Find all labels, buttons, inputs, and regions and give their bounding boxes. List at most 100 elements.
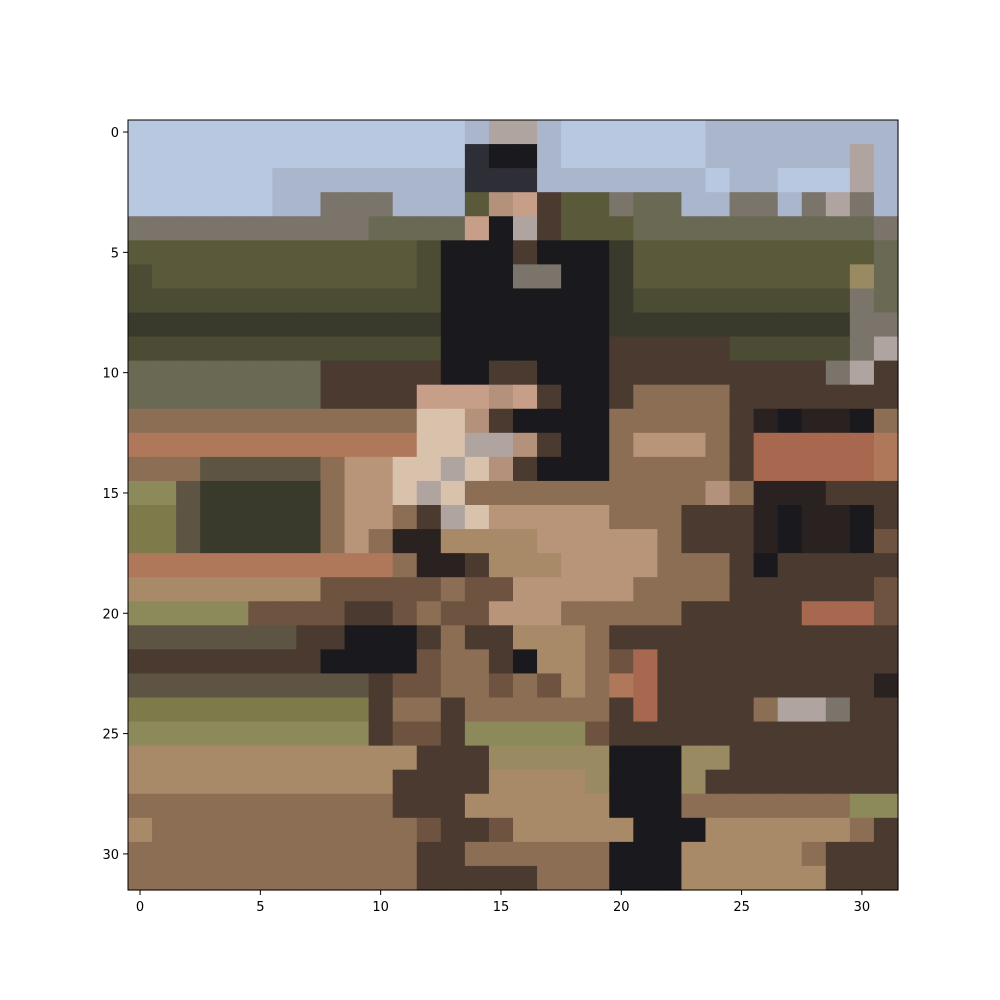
heatmap-cell — [777, 649, 803, 675]
heatmap-cell — [825, 865, 851, 891]
heatmap-cell — [801, 288, 827, 314]
heatmap-cell — [537, 673, 562, 699]
heatmap-cell — [657, 456, 683, 482]
heatmap-cell — [272, 649, 298, 675]
heatmap-cell — [368, 360, 394, 386]
x-tick-label: 15 — [493, 900, 510, 915]
heatmap-cell — [657, 673, 683, 699]
heatmap-cell — [368, 769, 394, 795]
heatmap-cell — [176, 288, 201, 314]
heatmap-cell — [729, 456, 755, 482]
heatmap-cell — [801, 168, 827, 193]
heatmap-cell — [416, 841, 442, 867]
heatmap-cell — [176, 817, 201, 843]
heatmap-cell — [657, 336, 683, 362]
heatmap-cell — [657, 432, 683, 458]
heatmap-cell — [128, 456, 153, 482]
heatmap-cell — [152, 144, 177, 169]
heatmap-cell — [248, 192, 273, 217]
heatmap-cell — [200, 480, 225, 506]
heatmap-cell — [464, 216, 490, 241]
heatmap-cell — [657, 529, 683, 554]
heatmap-cell — [777, 673, 803, 699]
heatmap-cell — [344, 336, 370, 362]
heatmap-cell — [873, 721, 899, 747]
heatmap-cell — [513, 649, 538, 675]
heatmap-cell — [368, 384, 394, 410]
heatmap-cell — [368, 216, 394, 241]
heatmap-cell — [681, 841, 707, 867]
heatmap-cell — [440, 480, 466, 506]
heatmap-cell — [801, 601, 827, 626]
heatmap-cell — [729, 577, 755, 602]
heatmap-cell — [513, 601, 538, 626]
heatmap-cell — [873, 432, 899, 458]
heatmap-cell — [825, 120, 851, 145]
heatmap-cell — [561, 432, 586, 458]
heatmap-cell — [777, 745, 803, 771]
heatmap-cell — [513, 793, 538, 819]
heatmap-cell — [248, 312, 273, 338]
heatmap-cell — [753, 649, 779, 675]
heatmap-cell — [200, 769, 225, 795]
heatmap-cell — [585, 745, 610, 771]
heatmap-cell — [801, 865, 827, 891]
heatmap-cell — [777, 456, 803, 482]
heatmap-cell — [561, 360, 586, 386]
heatmap-cell — [681, 384, 707, 410]
heatmap-cell — [296, 577, 322, 602]
heatmap-cell — [272, 216, 298, 241]
heatmap-cell — [272, 384, 298, 410]
heatmap-cell — [705, 312, 731, 338]
heatmap-cell — [248, 168, 273, 193]
heatmap-cell — [416, 769, 442, 795]
heatmap-cell — [705, 553, 731, 578]
heatmap-cell — [200, 745, 225, 771]
heatmap-cell — [609, 601, 634, 626]
heatmap-cell — [152, 264, 177, 290]
heatmap-cell — [633, 336, 658, 362]
heatmap-cell — [176, 529, 201, 554]
heatmap-cell — [152, 288, 177, 314]
heatmap-cell — [176, 841, 201, 867]
heatmap-cell — [849, 769, 875, 795]
heatmap-cell — [176, 649, 201, 675]
heatmap-cell — [128, 721, 153, 747]
heatmap-cell — [392, 216, 418, 241]
heatmap-cell — [320, 360, 346, 386]
heatmap-cell — [873, 312, 899, 338]
heatmap-cell — [296, 553, 322, 578]
heatmap-cell — [609, 456, 634, 482]
heatmap-cell — [873, 793, 899, 819]
heatmap-cell — [272, 769, 298, 795]
heatmap-cell — [296, 264, 322, 290]
heatmap-cell — [873, 817, 899, 843]
heatmap-cell — [296, 673, 322, 699]
heatmap-cell — [296, 745, 322, 771]
heatmap-cell — [633, 697, 658, 723]
heatmap-cell — [368, 168, 394, 193]
heatmap-cell — [657, 505, 683, 530]
heatmap-cell — [729, 769, 755, 795]
heatmap-cell — [488, 841, 514, 867]
heatmap-cell — [849, 168, 875, 193]
heatmap-cell — [825, 216, 851, 241]
heatmap-cell — [729, 408, 755, 434]
heatmap-cell — [561, 384, 586, 410]
heatmap-cell — [344, 529, 370, 554]
heatmap-cell — [272, 601, 298, 626]
heatmap-cell — [224, 721, 249, 747]
heatmap-cell — [585, 577, 610, 602]
heatmap-cell — [368, 841, 394, 867]
heatmap-cell — [753, 793, 779, 819]
heatmap-cell — [657, 793, 683, 819]
heatmap-cell — [801, 553, 827, 578]
heatmap-cell — [272, 480, 298, 506]
heatmap-cell — [296, 336, 322, 362]
heatmap-cell — [152, 120, 177, 145]
heatmap-cell — [873, 505, 899, 530]
heatmap-cell — [681, 480, 707, 506]
heatmap-cell — [224, 168, 249, 193]
heatmap-cell — [488, 721, 514, 747]
heatmap-cell — [272, 745, 298, 771]
